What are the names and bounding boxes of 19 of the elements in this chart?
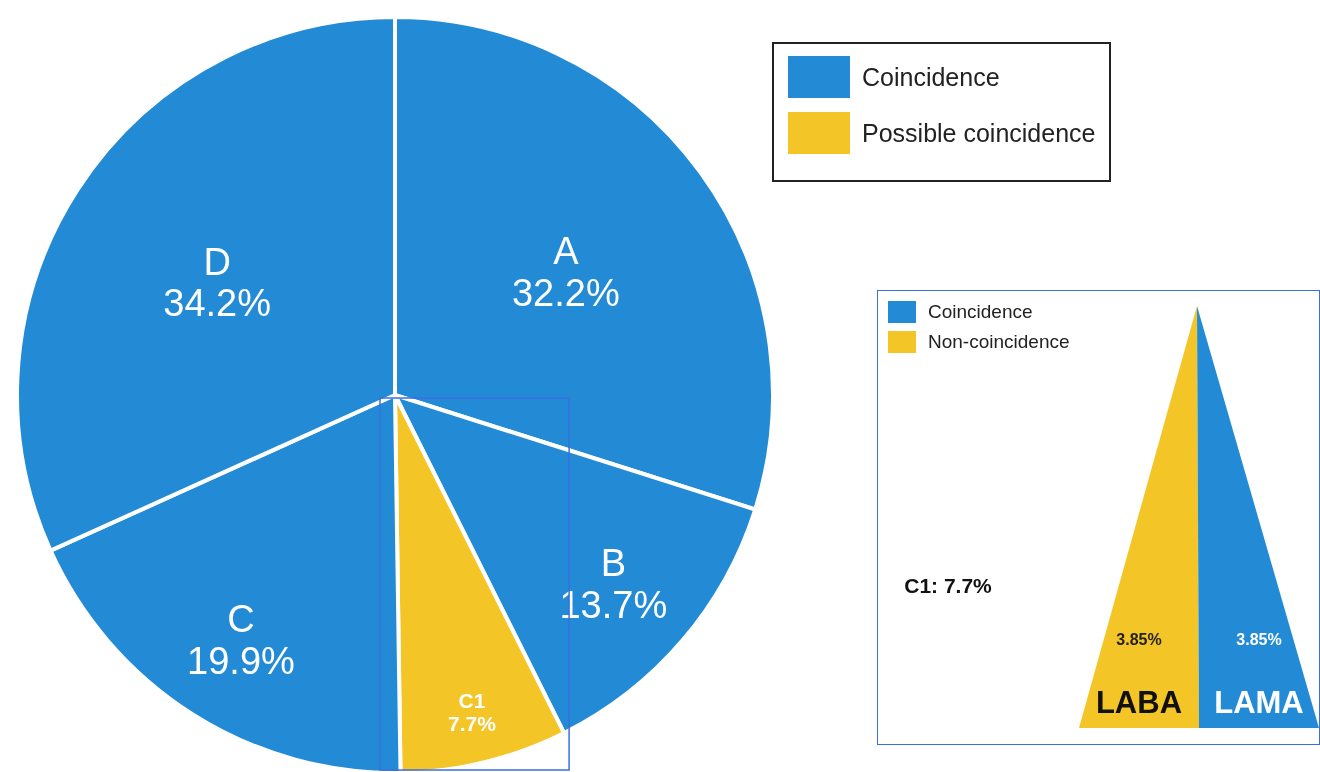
data-label: 32.2% <box>511 272 620 315</box>
text: C1: 7.7% <box>904 574 993 597</box>
text: Possible coincidence <box>862 118 1096 148</box>
data-label: 3.85% <box>1236 631 1282 648</box>
slice-label: C1 <box>458 688 486 712</box>
slice-label: A <box>553 230 580 273</box>
text: Coincidence <box>862 62 1000 92</box>
data-label: 3.85% <box>1116 631 1162 648</box>
category-label: LABA <box>1095 685 1183 720</box>
data-label: 7.7% <box>448 711 497 735</box>
legend-label: Coincidence <box>928 301 1033 323</box>
slice-label: B <box>600 541 627 584</box>
category-label: LAMA <box>1214 685 1304 720</box>
data-label: 19.9% <box>187 639 295 682</box>
slice-label: D <box>203 240 231 283</box>
data-label: 34.2% <box>163 282 272 325</box>
data-label: 13.7% <box>559 583 668 626</box>
slice-label: C <box>227 597 255 640</box>
legend-label: Non-coincidence <box>928 331 1070 353</box>
